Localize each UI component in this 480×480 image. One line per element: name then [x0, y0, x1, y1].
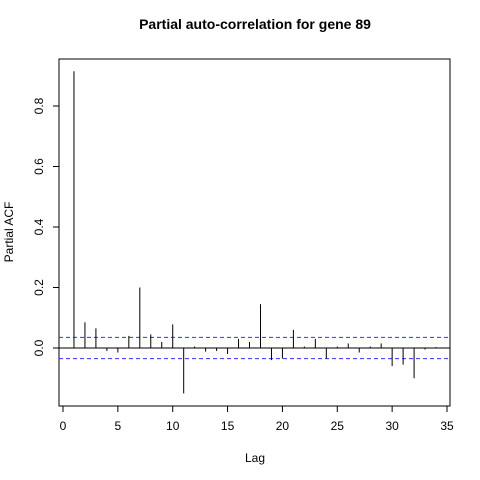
y-axis: 0.0 0.2 0.4 0.6 0.8 [32, 97, 60, 356]
x-tick-label: 35 [440, 419, 454, 433]
x-axis: 0 5 10 15 20 25 30 35 [60, 405, 454, 433]
y-tick-label: 0.6 [32, 158, 46, 175]
x-tick-label: 0 [60, 419, 67, 433]
pacf-bars [73, 71, 437, 394]
x-tick-label: 30 [385, 419, 399, 433]
y-axis-label: Partial ACF [2, 202, 16, 263]
y-tick-label: 0.0 [32, 339, 46, 356]
chart-title: Partial auto-correlation for gene 89 [139, 16, 371, 32]
x-tick-label: 25 [331, 419, 345, 433]
x-tick-label: 5 [115, 419, 122, 433]
x-axis-label: Lag [245, 451, 265, 465]
x-tick-label: 10 [166, 419, 180, 433]
x-tick-label: 20 [276, 419, 290, 433]
plot-frame [58, 58, 451, 407]
y-tick-label: 0.2 [32, 279, 46, 296]
y-tick-label: 0.4 [32, 218, 46, 235]
y-tick-label: 0.8 [32, 97, 46, 114]
x-tick-label: 15 [221, 419, 235, 433]
